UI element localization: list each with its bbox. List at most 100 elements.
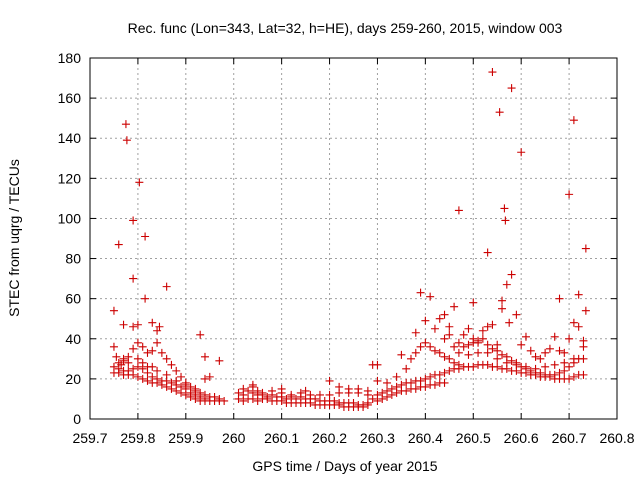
data-point (435, 314, 444, 323)
data-point (287, 390, 296, 399)
data-point (143, 376, 152, 385)
data-point (162, 282, 171, 291)
data-point (416, 342, 425, 351)
data-point (454, 348, 463, 357)
chart-title: Rec. func (Lon=343, Lat=32, h=HE), days … (128, 20, 563, 36)
x-tick-label: 260.3 (360, 430, 395, 446)
data-point (454, 206, 463, 215)
x-tick-label: 259.8 (120, 430, 155, 446)
data-point (501, 216, 510, 225)
data-point (129, 216, 138, 225)
data-point (148, 346, 157, 355)
data-point (378, 394, 387, 403)
data-point (119, 320, 128, 329)
data-point (488, 68, 497, 77)
data-point (141, 294, 150, 303)
data-point (117, 360, 126, 369)
data-point (512, 310, 521, 319)
data-point (167, 384, 176, 393)
data-point (421, 316, 430, 325)
y-tick-label: 120 (58, 170, 82, 186)
data-point (521, 332, 530, 341)
axis-ticks (89, 57, 618, 420)
data-point (574, 322, 583, 331)
data-point (541, 362, 550, 371)
data-point (153, 366, 162, 375)
data-point (569, 116, 578, 125)
data-point (464, 350, 473, 359)
data-point (565, 334, 574, 343)
data-point (517, 340, 526, 349)
data-point (239, 396, 248, 405)
x-tick-label: 259.7 (72, 430, 107, 446)
data-point (392, 388, 401, 397)
y-tick-label: 60 (65, 291, 81, 307)
x-tick-label: 260.1 (264, 430, 299, 446)
data-point (512, 360, 521, 369)
data-point (545, 344, 554, 353)
data-point (114, 240, 123, 249)
data-point (488, 344, 497, 353)
data-point (440, 352, 449, 361)
data-point (248, 380, 257, 389)
data-point (162, 354, 171, 363)
data-point (507, 84, 516, 93)
data-point (560, 366, 569, 375)
y-tick-label: 160 (58, 90, 82, 106)
data-point (186, 392, 195, 401)
data-point (550, 360, 559, 369)
data-point (469, 362, 478, 371)
data-point (153, 378, 162, 387)
data-point (445, 330, 454, 339)
data-point (157, 348, 166, 357)
data-point (234, 394, 243, 403)
data-point (581, 244, 590, 253)
data-point (440, 368, 449, 377)
data-point (220, 396, 229, 405)
data-point (200, 352, 209, 361)
data-point (493, 354, 502, 363)
data-point (373, 360, 382, 369)
data-point (109, 306, 118, 315)
data-point (177, 372, 186, 381)
data-point (440, 378, 449, 387)
data-point (129, 344, 138, 353)
data-point (335, 400, 344, 409)
data-point (550, 370, 559, 379)
x-tick-label: 260.6 (504, 430, 539, 446)
y-tick-label: 180 (58, 50, 82, 66)
data-point (421, 374, 430, 383)
data-point (426, 372, 435, 381)
data-point (143, 348, 152, 357)
data-point (483, 348, 492, 357)
data-point (172, 386, 181, 395)
data-point (440, 334, 449, 343)
data-point (430, 346, 439, 355)
data-point (454, 360, 463, 369)
data-point (526, 366, 535, 375)
x-tick-label: 260.5 (456, 430, 491, 446)
data-point (469, 298, 478, 307)
y-tick-label: 0 (73, 411, 81, 427)
data-point (129, 274, 138, 283)
data-point (435, 348, 444, 357)
x-tick-label: 260.8 (599, 430, 634, 446)
x-axis-label: GPS time / Days of year 2015 (252, 458, 437, 474)
data-point (421, 338, 430, 347)
data-point (359, 402, 368, 411)
y-tick-labels: 0 20 40 60 80 100 120 140 160 180 (58, 50, 82, 427)
data-point (430, 324, 439, 333)
data-point (215, 356, 224, 365)
y-tick-label: 80 (65, 251, 81, 267)
data-point (133, 320, 142, 329)
data-point (133, 338, 142, 347)
data-point (531, 364, 540, 373)
data-point (502, 280, 511, 289)
data-point (483, 360, 492, 369)
data-point (560, 348, 569, 357)
data-point (363, 400, 372, 409)
data-point (114, 368, 123, 377)
data-point (565, 374, 574, 383)
data-point (258, 388, 267, 397)
